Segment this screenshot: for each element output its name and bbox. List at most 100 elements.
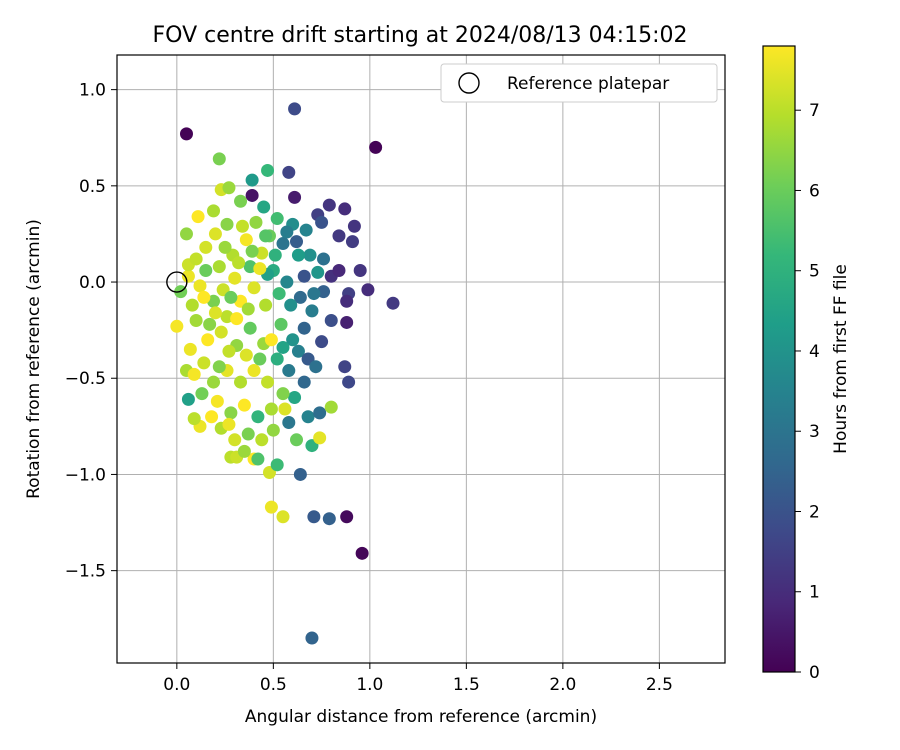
data-point bbox=[170, 319, 184, 333]
data-point bbox=[315, 215, 329, 229]
y-axis-label: Rotation from reference (arcmin) bbox=[24, 219, 44, 499]
data-point bbox=[224, 290, 238, 304]
data-point bbox=[266, 423, 280, 437]
data-point bbox=[297, 375, 311, 389]
data-point bbox=[222, 344, 236, 358]
y-tick-label: 0.0 bbox=[79, 273, 106, 293]
x-axis-ticks: 0.0 0.5 1.0 1.5 2.0 2.5 bbox=[163, 663, 673, 695]
data-point bbox=[282, 415, 296, 429]
data-point bbox=[208, 306, 222, 320]
data-point bbox=[208, 227, 222, 241]
data-point bbox=[247, 281, 261, 295]
data-point bbox=[307, 287, 321, 301]
data-point bbox=[301, 410, 315, 424]
colorbar-tick-label: 0 bbox=[809, 663, 820, 683]
data-point bbox=[257, 200, 271, 214]
data-point bbox=[317, 285, 331, 299]
data-point bbox=[205, 410, 219, 424]
x-tick-label: 2.5 bbox=[646, 675, 673, 695]
data-point bbox=[220, 217, 234, 231]
data-point bbox=[272, 287, 286, 301]
data-point bbox=[253, 352, 267, 366]
data-point bbox=[264, 333, 278, 347]
data-point bbox=[232, 256, 246, 270]
data-point bbox=[255, 433, 269, 447]
plot-frame bbox=[116, 54, 726, 664]
data-point bbox=[235, 219, 249, 233]
data-point bbox=[276, 340, 290, 354]
data-point bbox=[297, 269, 311, 283]
data-point bbox=[255, 246, 269, 260]
data-point bbox=[249, 215, 263, 229]
legend-box bbox=[440, 63, 718, 103]
data-point bbox=[181, 392, 195, 406]
data-point bbox=[311, 265, 325, 279]
data-point bbox=[270, 212, 284, 226]
data-point bbox=[305, 304, 319, 318]
y-tick-label: 0.5 bbox=[79, 177, 106, 197]
data-point bbox=[261, 163, 275, 177]
y-tick-label: 1.0 bbox=[79, 81, 106, 101]
colorbar-tick-label: 6 bbox=[809, 181, 820, 201]
legend-label-reference-platepar: Reference platepar bbox=[507, 74, 669, 94]
data-point bbox=[297, 321, 311, 335]
data-point bbox=[315, 335, 329, 349]
grid-lines bbox=[117, 55, 725, 663]
data-point bbox=[332, 263, 346, 277]
data-point bbox=[276, 237, 290, 251]
data-point bbox=[251, 410, 265, 424]
data-point bbox=[239, 348, 253, 362]
data-point bbox=[224, 406, 238, 420]
data-point bbox=[218, 240, 232, 254]
data-point bbox=[291, 344, 305, 358]
data-point bbox=[324, 314, 338, 328]
data-point bbox=[197, 290, 211, 304]
data-point bbox=[369, 140, 383, 154]
data-point bbox=[332, 229, 346, 243]
data-point bbox=[228, 271, 242, 285]
data-point bbox=[210, 394, 224, 408]
data-point bbox=[324, 400, 338, 414]
data-point bbox=[284, 298, 298, 312]
data-point bbox=[237, 444, 251, 458]
data-point bbox=[214, 325, 228, 339]
data-point bbox=[270, 458, 284, 472]
y-tick-label: −1.5 bbox=[65, 562, 106, 582]
data-point bbox=[264, 500, 278, 514]
data-point bbox=[361, 283, 375, 297]
data-point bbox=[288, 390, 302, 404]
colorbar-tick-label: 5 bbox=[809, 262, 820, 282]
colorbar-tick-label: 1 bbox=[809, 583, 820, 603]
data-point bbox=[203, 317, 217, 331]
data-point bbox=[207, 375, 221, 389]
data-point bbox=[293, 467, 307, 481]
data-point bbox=[222, 181, 236, 195]
data-point bbox=[253, 262, 267, 276]
data-point bbox=[280, 275, 294, 289]
data-point bbox=[282, 165, 296, 179]
data-point bbox=[353, 263, 367, 277]
data-point bbox=[317, 252, 331, 266]
data-point bbox=[322, 198, 336, 212]
data-point bbox=[199, 240, 213, 254]
data-point bbox=[207, 204, 221, 218]
data-point bbox=[239, 233, 253, 247]
data-point bbox=[386, 296, 400, 310]
data-point bbox=[243, 321, 257, 335]
data-point bbox=[185, 298, 199, 312]
legend: Reference platepar bbox=[440, 63, 718, 103]
colorbar-tick-label: 7 bbox=[809, 101, 820, 121]
data-point bbox=[338, 202, 352, 216]
data-point bbox=[338, 360, 352, 374]
x-tick-label: 0.0 bbox=[163, 675, 190, 695]
x-tick-label: 2.0 bbox=[549, 675, 576, 695]
data-point bbox=[212, 260, 226, 274]
data-point bbox=[241, 302, 255, 316]
y-axis-ticks: 1.0 0.5 0.0 −0.5 −1.0 −1.5 bbox=[65, 81, 117, 582]
data-point bbox=[189, 252, 203, 266]
reference-platepar-marker bbox=[166, 271, 188, 293]
colorbar bbox=[762, 45, 796, 673]
data-point bbox=[187, 412, 201, 426]
colorbar-tick-label: 4 bbox=[809, 342, 820, 362]
